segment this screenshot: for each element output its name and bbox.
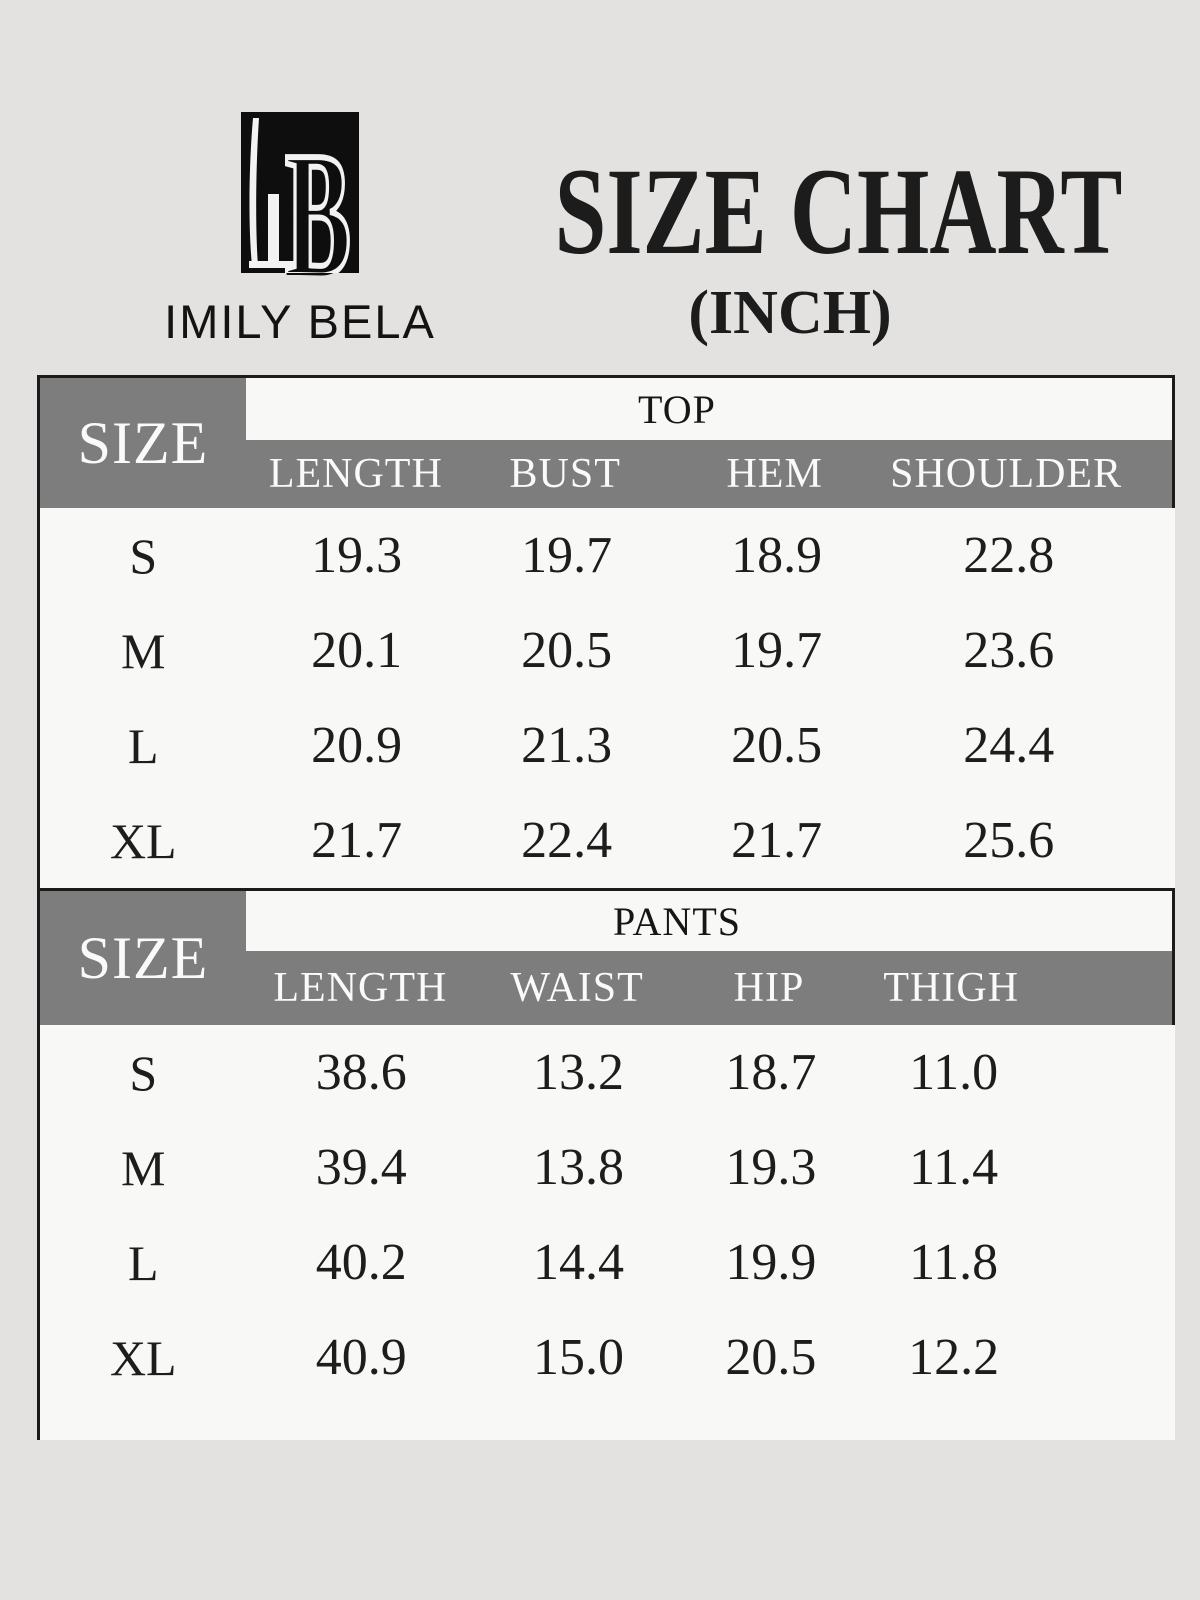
column-header-hem: HEM — [726, 451, 823, 497]
column-header-thigh: THIGH — [883, 965, 1020, 1011]
measurement-value: 11.4 — [909, 1139, 999, 1196]
table-pants-body: S 38.6 13.2 18.7 11.0 M 39.4 13.8 19.3 1… — [40, 1025, 1175, 1440]
size-column-header: SIZE — [77, 409, 209, 476]
measurement-value: 20.5 — [731, 717, 823, 774]
brand-logo: B B — [241, 112, 359, 297]
svg-text:B: B — [285, 116, 351, 297]
measurement-value: 14.4 — [533, 1234, 625, 1291]
row-size-label: M — [121, 622, 166, 679]
measurement-value: 39.4 — [315, 1139, 407, 1196]
group-header-pants: PANTS — [246, 891, 1172, 951]
measurement-value: 21.3 — [521, 717, 613, 774]
measurement-value: 15.0 — [533, 1329, 625, 1386]
row-size-label: XL — [109, 1329, 177, 1386]
measurement-value: 38.6 — [315, 1044, 407, 1101]
brand-name: IMILY BELA — [164, 295, 436, 348]
measurement-value: 20.9 — [311, 717, 403, 774]
measurement-value: 23.6 — [963, 622, 1055, 679]
table-pants-header: SIZE PANTS LENGTH WAIST HIP THIGH — [40, 891, 1175, 1025]
column-header-shoulder: SHOULDER — [890, 451, 1123, 497]
measurement-value: 19.7 — [731, 622, 823, 679]
measurement-value: 22.4 — [521, 812, 613, 869]
column-header-hip: HIP — [733, 965, 805, 1011]
group-header-top: TOP — [246, 378, 1172, 440]
table-row: XL 21.7 22.4 21.7 25.6 — [40, 793, 1175, 888]
row-size-label: L — [128, 1234, 159, 1291]
measurement-value: 19.3 — [311, 527, 403, 584]
page-subtitle: (INCH) — [688, 279, 892, 347]
page-title: SIZE CHART — [554, 143, 1123, 280]
measurement-value: 24.4 — [963, 717, 1055, 774]
measurement-value: 18.9 — [731, 527, 823, 584]
row-size-label: S — [129, 527, 158, 584]
measurement-value: 12.2 — [908, 1329, 1000, 1386]
measurement-value: 18.7 — [725, 1044, 817, 1101]
row-size-label: L — [128, 717, 159, 774]
measurement-value: 11.8 — [909, 1234, 999, 1291]
row-size-label: M — [121, 1139, 166, 1196]
column-header-length: LENGTH — [273, 965, 448, 1011]
size-column-header: SIZE — [77, 924, 209, 991]
table-top-body: S 19.3 19.7 18.9 22.8 M 20.1 20.5 19.7 2… — [40, 508, 1175, 888]
measurement-value: 40.2 — [315, 1234, 407, 1291]
table-row: S 19.3 19.7 18.9 22.8 — [40, 508, 1175, 603]
title-block: SIZE CHART (INCH) — [460, 143, 1123, 347]
size-chart-table-pants: SIZE PANTS LENGTH WAIST HIP THIGH S 38.6… — [37, 888, 1175, 1440]
measurement-value: 20.1 — [311, 622, 403, 679]
measurement-value: 20.5 — [521, 622, 613, 679]
measurement-value: 13.8 — [533, 1139, 625, 1196]
table-row: XL 40.9 15.0 20.5 12.2 — [40, 1310, 1175, 1405]
measurement-value: 40.9 — [315, 1329, 407, 1386]
svg-text:B: B — [285, 116, 351, 297]
table-row: S 38.6 13.2 18.7 11.0 — [40, 1025, 1175, 1120]
measurement-value: 25.6 — [963, 812, 1055, 869]
measurement-value: 11.0 — [909, 1044, 999, 1101]
measurement-value: 13.2 — [533, 1044, 625, 1101]
column-header-waist: WAIST — [510, 965, 644, 1011]
table-top-header: SIZE TOP LENGTH BUST HEM SHOULDER — [40, 378, 1175, 508]
table-row: M 20.1 20.5 19.7 23.6 — [40, 603, 1175, 698]
measurement-value: 19.3 — [725, 1139, 817, 1196]
measurement-value: 20.5 — [725, 1329, 817, 1386]
measurement-value: 19.9 — [725, 1234, 817, 1291]
row-size-label: XL — [109, 812, 177, 869]
measurement-value: 19.7 — [521, 527, 613, 584]
measurement-value: 21.7 — [311, 812, 403, 869]
table-row: M 39.4 13.8 19.3 11.4 — [40, 1120, 1175, 1215]
column-header-length: LENGTH — [268, 451, 443, 497]
table-row: L 20.9 21.3 20.5 24.4 — [40, 698, 1175, 793]
row-size-label: S — [129, 1044, 158, 1101]
measurement-value: 22.8 — [963, 527, 1055, 584]
column-header-bust: BUST — [509, 451, 621, 497]
table-row: L 40.2 14.4 19.9 11.8 — [40, 1215, 1175, 1310]
brand-logo-icon: B B — [241, 112, 359, 297]
measurement-value: 21.7 — [731, 812, 823, 869]
size-chart-table-top: SIZE TOP LENGTH BUST HEM SHOULDER S 19.3… — [37, 375, 1175, 888]
